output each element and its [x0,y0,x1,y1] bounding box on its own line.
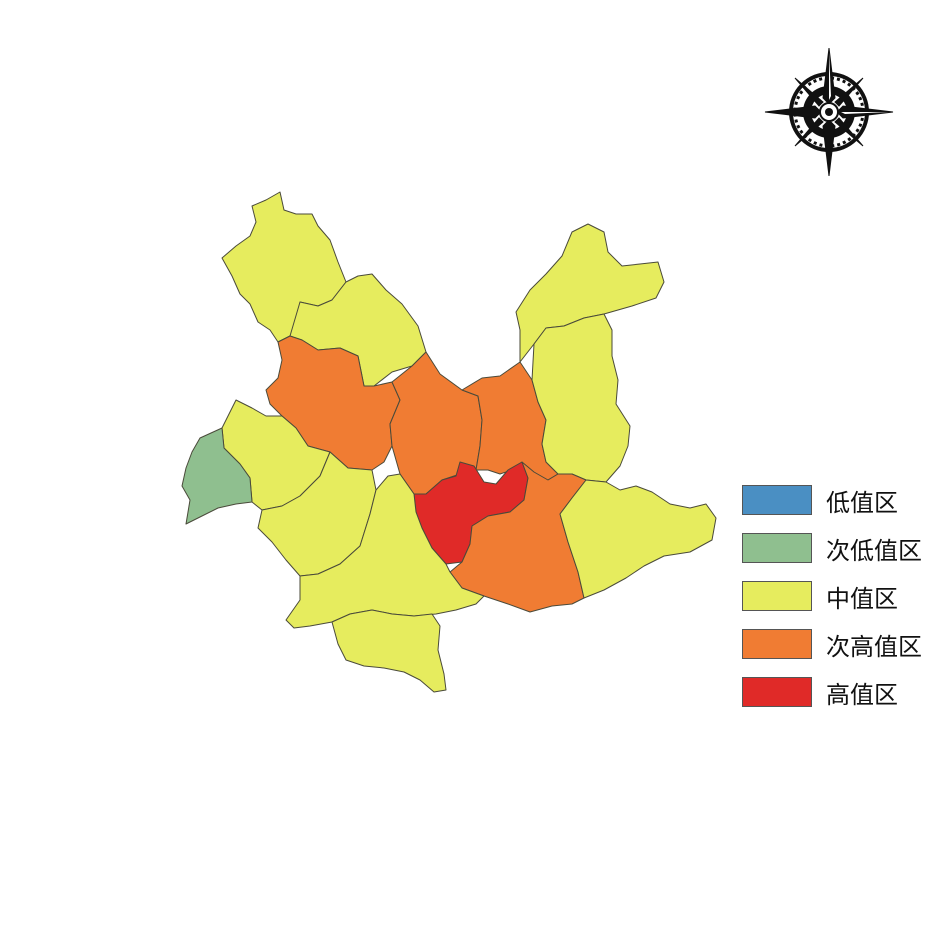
legend-swatch [742,581,812,611]
legend-label: 次低值区 [826,536,922,565]
legend-swatch [742,533,812,563]
legend-item: 中值区 [742,572,922,620]
compass-rose-icon [764,47,894,177]
legend-label: 次高值区 [826,632,922,661]
prefecture-e-mid [531,313,631,483]
map-legend: 低值区次低值区中值区次高值区高值区 [742,476,922,716]
legend-swatch [742,677,812,707]
legend-label: 中值区 [826,584,898,613]
legend-item: 次高值区 [742,620,922,668]
legend-label: 高值区 [826,680,898,709]
prefecture-se [559,479,717,599]
prefecture-s-bottom [331,609,447,693]
legend-swatch [742,629,812,659]
legend-item: 次低值区 [742,524,922,572]
legend-item: 低值区 [742,476,922,524]
legend-label: 低值区 [826,488,898,517]
legend-swatch [742,485,812,515]
prefecture-w-edge [181,427,253,525]
prefecture-se-orange [449,461,587,613]
legend-item: 高值区 [742,668,922,716]
map-regions [181,191,717,693]
prefecture-w-upper [265,335,401,471]
